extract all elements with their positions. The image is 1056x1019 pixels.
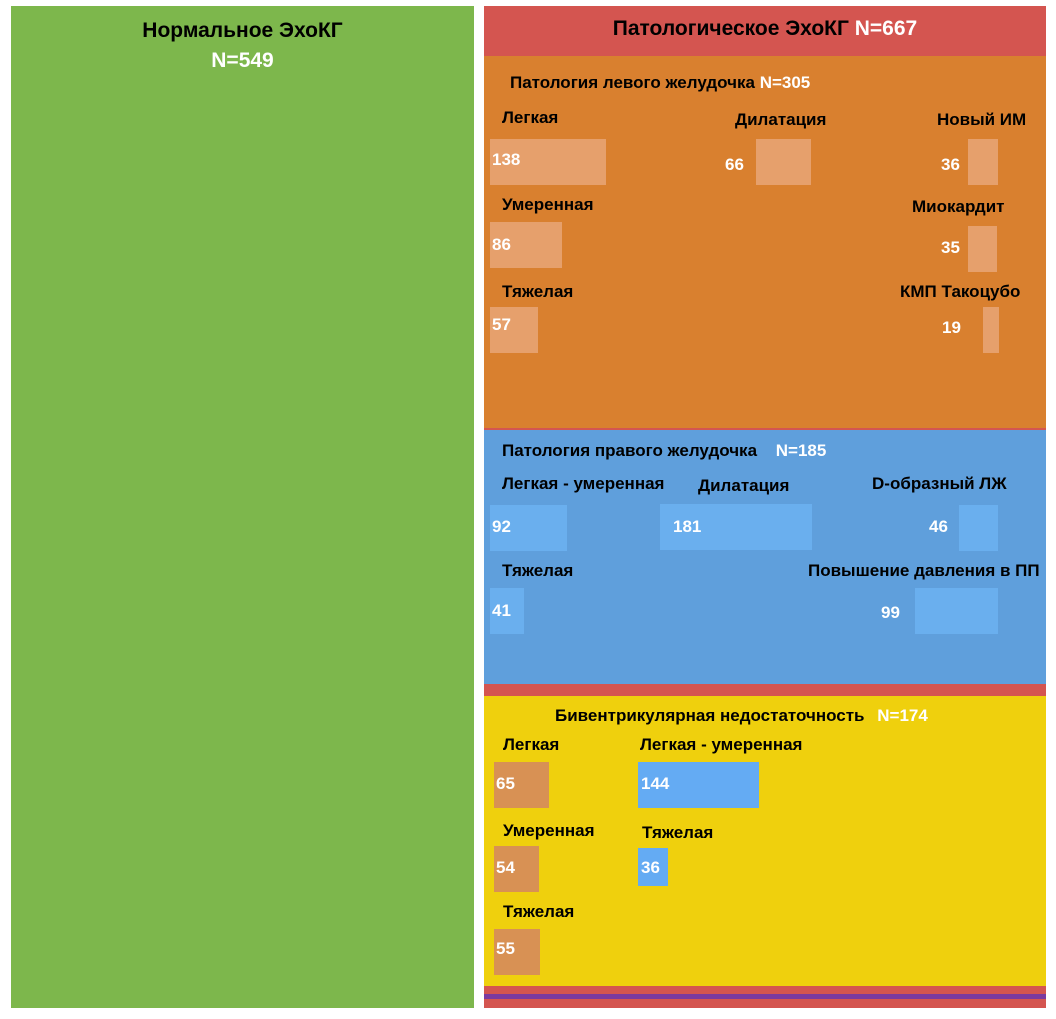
pathology-header (484, 6, 1046, 56)
lv-severe-bar (490, 307, 538, 353)
lv-moderate-bar (490, 222, 562, 268)
rv-d-shaped-bar (959, 505, 998, 551)
bv-moderate-value: 54 (496, 858, 515, 877)
rv-severe-bar (490, 588, 524, 634)
lv-new-mi-value: 36 (941, 155, 960, 174)
lv-myocarditis-value: 35 (941, 238, 960, 257)
left-ventricle-panel (484, 56, 1046, 428)
bv-rv-severe-bar (638, 848, 668, 886)
normal-count: N=549 (211, 49, 274, 72)
bv-rv-severe-label: Тяжелая (642, 823, 714, 842)
lv-moderate-label: Умеренная (502, 195, 594, 214)
lv-myocarditis-bar (968, 226, 997, 272)
lv-takotsubo-label: КМП Такоцубо (900, 282, 1021, 301)
normal-title: Нормальное ЭхоКГ (142, 19, 343, 42)
rv-mild-moderate-label: Легкая - умеренная (502, 474, 665, 493)
rv-ra-pressure-value: 99 (881, 603, 900, 622)
bottom-stripe (484, 994, 1046, 999)
lv-severe-label: Тяжелая (502, 282, 574, 301)
right-ventricle-panel (484, 430, 1046, 684)
lv-mild-value: 138 (492, 150, 521, 169)
lv-dilation-value: 66 (725, 155, 744, 174)
lv-title-line: Патология левого желудочка N=305 (510, 73, 810, 93)
bv-rv-severe-value: 36 (641, 858, 660, 877)
pathology-count: N=667 (854, 17, 918, 40)
lv-new-mi-label: Новый ИМ (937, 110, 1027, 129)
biventricular-panel (484, 696, 1046, 986)
rv-count: N=185 (775, 441, 827, 460)
bv-mild-label: Легкая (503, 735, 560, 754)
lv-takotsubo-bar (983, 307, 999, 353)
rv-d-shaped-value: 46 (929, 517, 948, 536)
lv-count: N=305 (759, 73, 811, 92)
bv-mild-bar (494, 762, 549, 808)
bv-severe-value: 55 (496, 939, 515, 958)
bv-moderate-bar (494, 846, 539, 892)
rv-mild-moderate-bar (490, 505, 567, 551)
rv-title: Патология правого желудочка (502, 441, 758, 460)
rv-mild-moderate-value: 92 (492, 517, 511, 536)
bv-count: N=174 (877, 706, 928, 725)
lv-dilation-label: Дилатация (735, 110, 827, 129)
lv-takotsubo-value: 19 (942, 318, 961, 337)
lv-title: Патология левого желудочка (510, 73, 755, 92)
bv-title-line: Бивентрикулярная недостаточность N=174 (555, 706, 928, 726)
rv-dilation-label: Дилатация (698, 476, 790, 495)
bv-rv-mild-moderate-value: 144 (641, 774, 670, 793)
bv-title: Бивентрикулярная недостаточность (555, 706, 865, 725)
bv-moderate-label: Умеренная (503, 821, 595, 840)
lv-new-mi-bar (968, 139, 998, 185)
rv-dilation-value: 181 (673, 517, 702, 536)
rv-severe-value: 41 (492, 601, 511, 620)
lv-dilation-bar (756, 139, 811, 185)
rv-title-line: Патология правого желудочка N=185 (502, 441, 826, 461)
lv-moderate-value: 86 (492, 235, 511, 254)
rv-ra-pressure-bar (915, 588, 998, 634)
lv-mild-label: Легкая (502, 108, 559, 127)
rv-d-shaped-label: D-образный ЛЖ (872, 474, 1007, 493)
bv-rv-mild-moderate-bar (638, 762, 759, 808)
lv-mild-bar (490, 139, 606, 185)
rv-ra-pressure-label: Повышение давления в ПП (808, 561, 1040, 580)
lv-severe-value: 57 (492, 315, 511, 334)
normal-echo-panel (11, 6, 474, 1008)
bv-rv-mild-moderate-label: Легкая - умеренная (640, 735, 803, 754)
rv-severe-label: Тяжелая (502, 561, 574, 580)
lv-myocarditis-label: Миокардит (912, 197, 1005, 216)
pathology-title-line: Патологическое ЭхоКГ N=667 (484, 16, 1046, 42)
bv-severe-bar (494, 929, 540, 975)
bv-mild-value: 65 (496, 774, 515, 793)
bv-severe-label: Тяжелая (503, 902, 575, 921)
rv-dilation-bar (660, 504, 812, 550)
pathology-title: Патологическое ЭхоКГ (612, 17, 849, 40)
